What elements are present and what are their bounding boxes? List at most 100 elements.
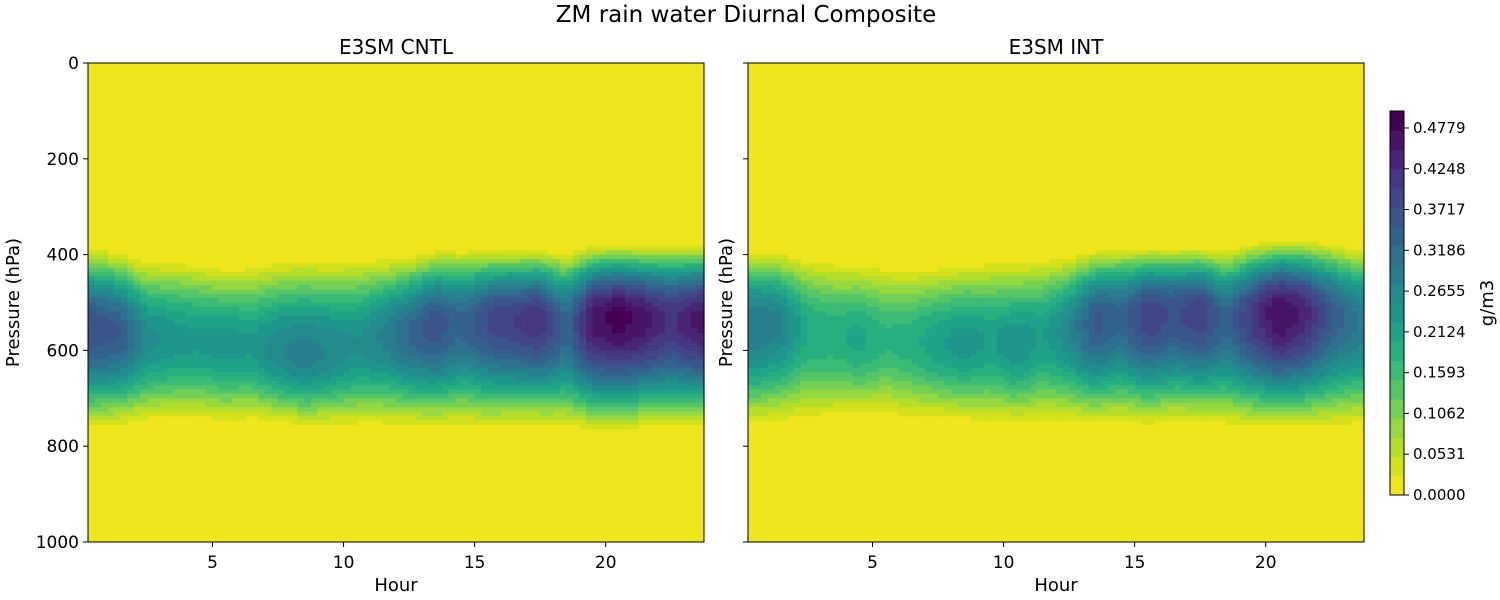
- heat-cell: [944, 276, 952, 282]
- heat-cell: [481, 263, 489, 269]
- heat-cell: [205, 267, 214, 273]
- heat-cell: [990, 411, 998, 417]
- heat-cell: [918, 346, 926, 351]
- heat-cell: [990, 293, 998, 299]
- heat-cell: [579, 337, 587, 343]
- heat-cell: [101, 337, 109, 343]
- heat-cell: [356, 285, 364, 291]
- heat-cell: [297, 380, 305, 386]
- heat-cell: [382, 263, 391, 269]
- heat-cell: [199, 402, 207, 408]
- heat-cell: [592, 407, 600, 412]
- heat-cell: [599, 311, 607, 317]
- heat-cell: [166, 267, 174, 273]
- heat-cell: [997, 306, 1005, 312]
- heat-cell: [343, 363, 351, 369]
- heat-cell: [553, 359, 561, 365]
- heat-cell: [885, 372, 893, 378]
- heat-cell: [852, 337, 860, 343]
- heat-cell: [527, 328, 535, 334]
- heat-cell: [133, 341, 142, 347]
- heat-cell: [513, 293, 522, 299]
- heat-cell: [977, 380, 985, 386]
- heat-cell: [839, 350, 847, 356]
- heat-cell: [780, 302, 788, 308]
- heat-cell: [748, 298, 756, 304]
- heat-cell: [651, 250, 659, 256]
- heat-cell: [645, 346, 653, 351]
- heat-cell: [435, 258, 443, 264]
- heat-cell: [441, 372, 450, 378]
- heat-cell: [245, 411, 253, 417]
- heat-cell: [350, 385, 358, 391]
- heat-cell: [428, 276, 436, 282]
- heat-cell: [284, 415, 292, 421]
- heat-cell: [774, 341, 782, 347]
- heat-cell: [572, 407, 581, 412]
- heat-cell: [872, 315, 880, 321]
- heat-cell: [977, 298, 985, 304]
- heat-cell: [605, 245, 613, 251]
- heat-cell: [310, 398, 318, 404]
- heat-cell: [977, 411, 985, 417]
- heat-cell: [754, 341, 762, 347]
- heat-cell: [566, 389, 574, 395]
- heat-cell: [767, 332, 775, 338]
- heat-cell: [651, 367, 659, 373]
- heat-cell: [944, 306, 952, 312]
- heat-cell: [748, 276, 756, 282]
- heat-cell: [1003, 272, 1011, 277]
- heat-cell: [232, 411, 240, 417]
- heat-cell: [88, 280, 96, 286]
- heat-cell: [651, 359, 659, 365]
- heat-cell: [690, 407, 699, 412]
- heat-cell: [127, 315, 135, 321]
- heat-cell: [101, 389, 109, 395]
- heat-cell: [382, 385, 391, 391]
- heat-cell: [658, 385, 666, 391]
- heat-cell: [631, 385, 640, 391]
- heat-cell: [572, 267, 581, 273]
- heat-cell: [599, 245, 607, 251]
- heat-cell: [546, 411, 554, 417]
- heat-cell: [441, 306, 450, 312]
- heat-cell: [579, 289, 587, 295]
- heat-cell: [192, 337, 200, 343]
- heat-cell: [330, 285, 338, 291]
- heat-cell: [527, 302, 535, 308]
- heat-cell: [813, 393, 821, 399]
- heat-cell: [787, 350, 795, 356]
- heat-cell: [409, 346, 417, 351]
- heat-cell: [833, 319, 841, 325]
- heat-cell: [258, 289, 266, 295]
- heat-cell: [94, 350, 102, 356]
- heat-cell: [88, 298, 96, 304]
- heat-cell: [396, 407, 404, 412]
- heat-cell: [454, 407, 463, 412]
- heat-cell: [754, 311, 762, 317]
- heat-cell: [435, 276, 443, 282]
- heat-cell: [924, 276, 933, 282]
- heat-cell: [787, 402, 795, 408]
- heat-cell: [767, 328, 775, 334]
- heat-cell: [852, 372, 860, 378]
- heat-cell: [146, 407, 155, 412]
- heat-cell: [761, 354, 769, 360]
- heat-cell: [251, 398, 259, 404]
- heat-cell: [291, 346, 299, 351]
- heat-cell: [964, 276, 972, 282]
- heat-cell: [533, 389, 541, 395]
- heat-cell: [179, 332, 187, 338]
- heat-cell: [579, 319, 587, 325]
- heat-cell: [645, 363, 653, 369]
- heat-cell: [970, 372, 978, 378]
- heat-cell: [323, 376, 332, 382]
- heat-cell: [586, 254, 594, 260]
- heat-cell: [278, 293, 286, 299]
- heat-cell: [957, 298, 965, 304]
- heat-cell: [911, 337, 919, 343]
- heat-cell: [898, 319, 906, 325]
- heat-cell: [957, 319, 965, 325]
- heat-cell: [192, 402, 200, 408]
- heat-cell: [964, 380, 972, 386]
